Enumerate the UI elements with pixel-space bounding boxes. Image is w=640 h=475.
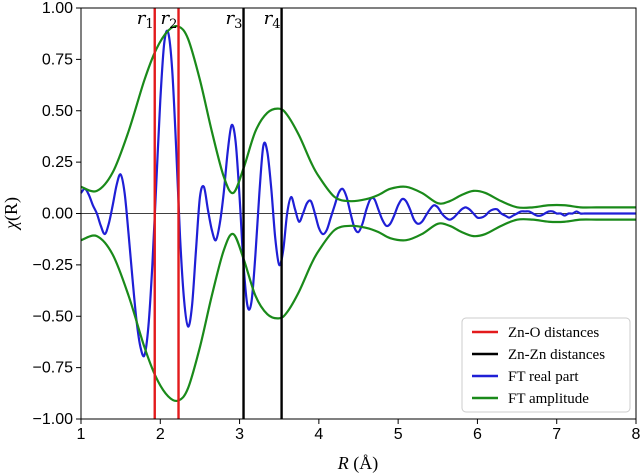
y-tick-label: 0.75: [42, 51, 73, 68]
x-axis-label-unit: (Å): [349, 453, 379, 474]
y-axis-label: χ(R): [1, 197, 22, 231]
legend-label: FT amplitude: [508, 391, 589, 407]
x-tick-label: 3: [235, 426, 244, 443]
y-axis-label-arg: (R): [1, 197, 22, 221]
x-tick-label: 7: [552, 426, 561, 443]
legend: Zn-O distances Zn-Zn distances FT real par…: [461, 317, 631, 413]
y-tick-label: 0.25: [42, 154, 73, 171]
legend-label: FT real part: [508, 369, 579, 385]
x-tick-label: 4: [314, 426, 323, 443]
series-ft-real-part: [80, 29, 636, 358]
y-tick-label: 0.50: [42, 103, 73, 120]
y-axis-label-var: χ: [1, 220, 21, 231]
x-tick-label: 5: [394, 426, 403, 443]
x-tick-label: 8: [632, 426, 640, 443]
y-tick-label: −0.75: [33, 360, 74, 377]
y-tick-label: −1.00: [33, 411, 74, 428]
x-tick-label: 2: [156, 426, 165, 443]
marker-label-r4: r4: [264, 8, 281, 32]
marker-label-r3: r3: [226, 8, 243, 32]
plot-frame: [80, 7, 637, 420]
axis-ticks: 1 2 3 4 5 6 7 8 1.00 0.75 0.50 0.25 0.00 −0.25 −0.50 −0…: [33, 0, 640, 443]
x-tick-label: 1: [77, 426, 86, 443]
y-tick-label: −0.25: [33, 257, 74, 274]
x-tick-label: 6: [473, 426, 482, 443]
marker-label-r1: r1: [137, 8, 154, 32]
legend-label: Zn-Zn distances: [508, 347, 605, 363]
marker-label-r2: r2: [161, 8, 178, 32]
x-axis-label-var: R: [337, 453, 349, 473]
y-tick-label: 0.00: [42, 206, 73, 223]
legend-box: [461, 317, 631, 413]
legend-label: Zn-O distances: [508, 325, 599, 341]
x-axis-label: R (Å): [337, 453, 379, 474]
y-tick-label: 1.00: [42, 0, 73, 17]
plot-marks: r1 r2 r3 r4: [80, 8, 636, 419]
y-tick-label: −0.50: [33, 308, 74, 325]
